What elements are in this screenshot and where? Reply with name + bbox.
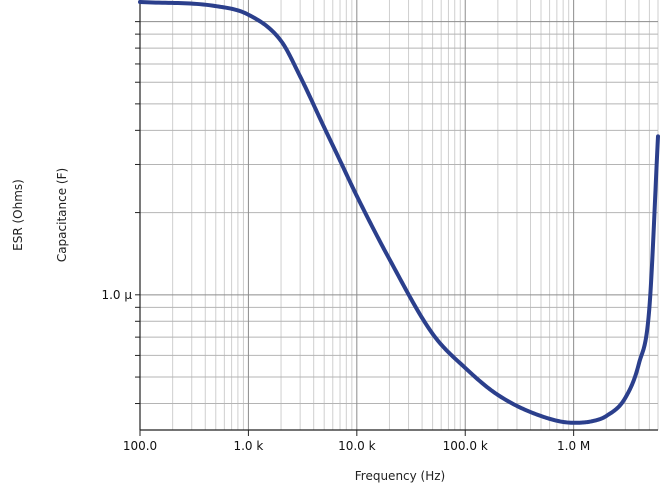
- y-axis-title-esr: ESR (Ohms): [11, 179, 25, 251]
- series-group: [138, 0, 660, 425]
- plot-background: [140, 0, 658, 430]
- x-tick-label: 100.0 k: [443, 439, 488, 453]
- x-tick-label: 1.0 k: [233, 439, 263, 453]
- y-axis-ticks: 1.0 µ: [101, 288, 132, 302]
- grid-major: [135, 0, 658, 430]
- x-axis-title: Frequency (Hz): [355, 469, 446, 483]
- x-tick-label: 10.0 k: [338, 439, 376, 453]
- y-axis-title-capacitance: Capacitance (F): [55, 168, 69, 262]
- x-tick-label: 1.0 M: [557, 439, 590, 453]
- x-axis-ticks: 100.0 1.0 k 10.0 k 100.0 k 1.0 M: [123, 430, 590, 453]
- x-tick-label: 100.0: [123, 439, 157, 453]
- series-line: [138, 0, 660, 425]
- y-tick-label: 1.0 µ: [101, 288, 132, 302]
